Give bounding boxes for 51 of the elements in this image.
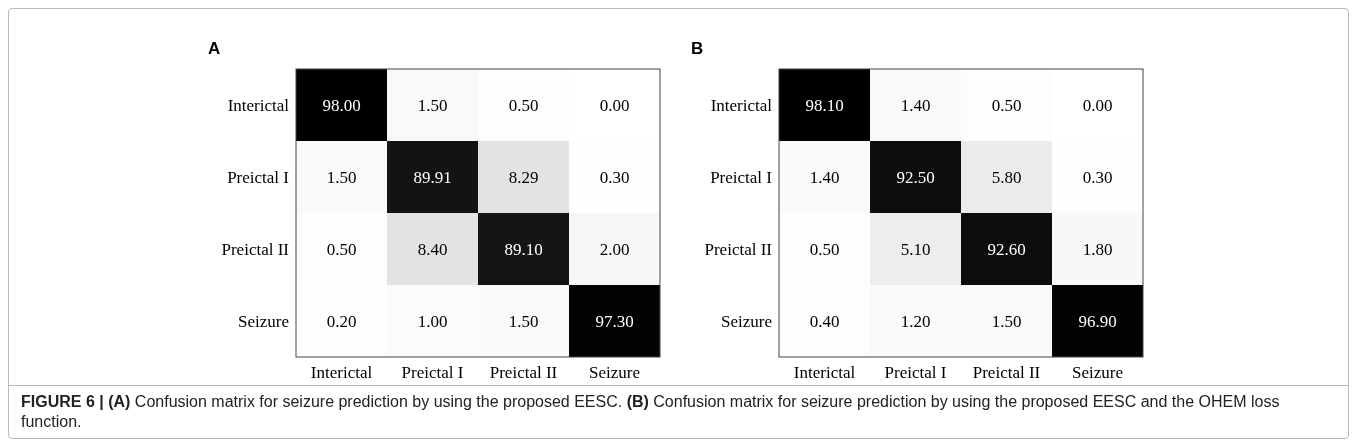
data-label: 1.80: [1082, 240, 1113, 259]
data-label: 1.20: [900, 312, 931, 331]
x-tick-label: Seizure: [589, 363, 640, 382]
y-tick-label: Preictal II: [221, 240, 290, 259]
data-label: 97.30: [595, 312, 634, 331]
data-label: 1.50: [991, 312, 1022, 331]
data-label: 0.50: [326, 240, 357, 259]
chart-title: B: [691, 39, 704, 58]
data-label: 1.50: [326, 168, 357, 187]
x-tick-label: Seizure: [1072, 363, 1123, 382]
y-tick-label: Interictal: [227, 96, 290, 115]
y-tick-label: Seizure: [238, 312, 289, 331]
data-label: 8.29: [508, 168, 539, 187]
data-label: 89.10: [504, 240, 543, 259]
data-label: 1.40: [900, 96, 931, 115]
y-tick-label: Interictal: [710, 96, 773, 115]
data-label: 1.50: [508, 312, 539, 331]
data-label: 1.40: [809, 168, 840, 187]
data-label: 0.50: [991, 96, 1022, 115]
data-label: 98.00: [322, 96, 361, 115]
data-label: 0.40: [809, 312, 840, 331]
y-tick-label: Seizure: [721, 312, 772, 331]
data-label: 5.80: [991, 168, 1022, 187]
data-label: 0.20: [326, 312, 357, 331]
data-label: 92.50: [896, 168, 935, 187]
x-tick-label: Preictal I: [401, 363, 464, 382]
data-label: 2.00: [599, 240, 630, 259]
data-label: 0.00: [599, 96, 630, 115]
data-label: 89.91: [413, 168, 452, 187]
y-tick-label: Preictal I: [710, 168, 773, 187]
data-label: 0.50: [809, 240, 840, 259]
x-tick-label: Interictal: [310, 363, 373, 382]
x-tick-label: Preictal I: [884, 363, 947, 382]
chart-title: A: [208, 39, 221, 58]
x-tick-label: Preictal II: [489, 363, 558, 382]
data-label: 1.50: [417, 96, 448, 115]
data-label: 98.10: [805, 96, 844, 115]
data-label: 8.40: [417, 240, 448, 259]
data-label: 1.00: [417, 312, 448, 331]
data-label: 0.30: [599, 168, 630, 187]
data-label: 0.00: [1082, 96, 1113, 115]
text: FIGURE 6 | (A) Confusion matrix for seizure prediction by using the proposed EESC. (B) Confusion matrix for seizure prediction by using the proposed EESC and the OHEM loss function.: [21, 393, 1280, 430]
y-tick-label: Preictal I: [227, 168, 290, 187]
x-tick-label: Preictal II: [972, 363, 1041, 382]
data-label: 0.50: [508, 96, 539, 115]
data-label: 0.30: [1082, 168, 1113, 187]
y-tick-label: Preictal II: [704, 240, 773, 259]
data-label: 92.60: [987, 240, 1026, 259]
x-tick-label: Interictal: [793, 363, 856, 382]
data-label: 96.90: [1078, 312, 1117, 331]
data-label: 5.10: [900, 240, 931, 259]
